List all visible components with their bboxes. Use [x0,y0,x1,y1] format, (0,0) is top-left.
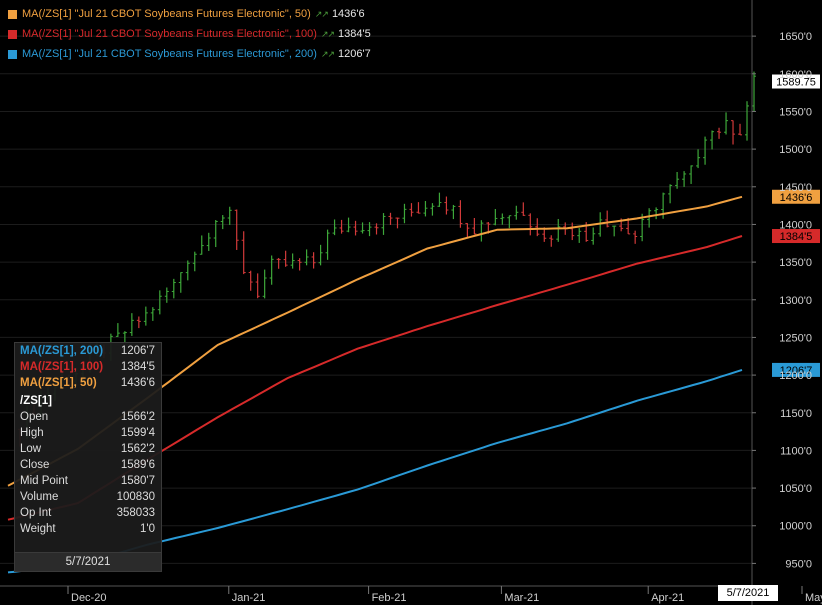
field-value: 1589'6 [120,459,155,471]
field-value: 1599'4 [120,427,155,439]
legend-value: 1206'7 [338,48,371,60]
trend-arrows-icon: ↗↗ [314,9,329,19]
y-tick-label: 1500'0 [779,144,812,156]
legend-value: 1436'6 [331,8,365,20]
x-tick-label: Dec-20 [71,592,106,604]
ma200-label: MA(/ZS[1], 200) [20,345,104,357]
data-box-row: Open 1566'2 [15,409,161,425]
y-tick-label: 1300'0 [779,295,812,307]
field-value: 1566'2 [120,411,155,423]
data-box-ma50: MA(/ZS[1], 50) 1436'6 [15,375,161,391]
legend-value: 1384'5 [338,28,371,40]
legend-label: MA(/ZS[1] "Jul 21 CBOT Soybeans Futures … [22,8,311,20]
ma50-label: MA(/ZS[1], 50) [20,377,97,389]
ma50-value: 1436'6 [120,377,155,389]
ma200-value: 1206'7 [120,345,155,357]
ma100-swatch [8,29,17,39]
field-label: Low [20,443,42,455]
price-flag-label: 1589.75 [776,77,816,89]
data-box-date: 5/7/2021 [15,552,161,571]
data-box-row: Low 1562'2 [15,441,161,457]
symbol-label: /ZS[1] [20,395,52,407]
ma-value-flag [772,229,820,244]
field-label: Open [20,411,49,423]
data-box-row: High 1599'4 [15,425,161,441]
cursor-date-label: 5/7/2021 [718,585,778,601]
legend: MA(/ZS[1] "Jul 21 CBOT Soybeans Futures … [8,4,371,64]
y-tick-label: 1550'0 [779,106,812,118]
field-label: Op Int [20,507,52,519]
y-tick-label: 950'0 [785,558,812,570]
data-box-row: Volume 100830 [15,489,161,505]
x-tick-label: Mar-21 [504,592,539,604]
ma200-swatch [8,49,17,59]
field-label: Close [20,459,50,471]
ma-value-label: 1206'7 [780,365,813,377]
legend-label: MA(/ZS[1] "Jul 21 CBOT Soybeans Futures … [22,48,317,60]
y-tick-label: 1600'0 [779,69,812,81]
y-tick-label: 1000'0 [779,521,812,533]
field-value: 1562'2 [120,443,155,455]
data-box-ma100: MA(/ZS[1], 100) 1384'5 [15,359,161,375]
x-tick-label: Apr-21 [651,592,684,604]
legend-item-ma50[interactable]: MA(/ZS[1] "Jul 21 CBOT Soybeans Futures … [8,4,371,24]
field-value: 358033 [116,507,155,519]
data-box-row: Close 1589'6 [15,457,161,473]
data-box: MA(/ZS[1], 200) 1206'7 MA(/ZS[1], 100) 1… [14,342,162,572]
field-value: 100830 [116,491,155,503]
field-value: 1580'7 [120,475,155,487]
y-tick-label: 1100'0 [780,445,812,457]
field-label: High [20,427,44,439]
y-tick-label: 1450'0 [779,182,812,194]
data-box-ma200: MA(/ZS[1], 200) 1206'7 [15,343,161,359]
trend-arrows-icon: ↗↗ [320,29,335,39]
ma-value-label: 1384'5 [780,231,813,243]
field-label: Weight [20,523,56,535]
data-box-row: Mid Point 1580'7 [15,473,161,489]
ma-value-label: 1436'6 [780,192,813,204]
x-tick-label: May-21 [805,592,822,604]
x-tick-label: Jan-21 [232,592,266,604]
y-tick-label: 1250'0 [779,332,812,344]
x-tick-label: Feb-21 [372,592,407,604]
y-tick-label: 1350'0 [779,257,812,269]
ma-value-flag [772,362,820,377]
trend-arrows-icon: ↗↗ [320,49,335,59]
ma50-swatch [8,9,17,19]
legend-item-ma200[interactable]: MA(/ZS[1] "Jul 21 CBOT Soybeans Futures … [8,44,371,64]
y-tick-label: 1150'0 [780,408,812,420]
data-box-symbol: /ZS[1] [15,391,161,409]
field-label: Volume [20,491,59,503]
ma100-label: MA(/ZS[1], 100) [20,361,104,373]
legend-label: MA(/ZS[1] "Jul 21 CBOT Soybeans Futures … [22,28,317,40]
y-tick-label: 1200'0 [779,370,812,382]
price-flag [772,74,820,89]
data-box-fields: Open 1566'2 High 1599'4 Low 1562'2 Close 1589'6… [15,409,161,537]
y-tick-label: 1650'0 [779,31,812,43]
field-value: 1'0 [140,523,155,535]
data-box-row: Op Int 358033 [15,505,161,521]
y-tick-label: 1050'0 [779,483,812,495]
ma-value-flag [772,189,820,204]
ma100-value: 1384'5 [120,361,155,373]
field-label: Mid Point [20,475,68,487]
legend-item-ma100[interactable]: MA(/ZS[1] "Jul 21 CBOT Soybeans Futures … [8,24,371,44]
y-tick-label: 1400'0 [779,219,812,231]
data-box-row: Weight 1'0 [15,521,161,537]
